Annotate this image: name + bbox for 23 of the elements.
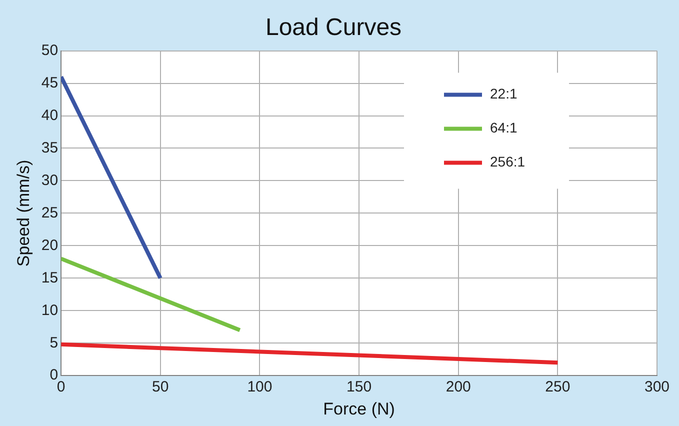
x-tick-label: 150 [346,378,372,396]
y-tick-label: 10 [41,302,58,319]
x-tick-label: 50 [152,378,169,396]
x-axis-title: Force (N) [323,399,395,418]
chart-title: Load Curves [265,14,402,42]
y-tick-label: 20 [41,236,58,254]
y-tick-label: 45 [41,74,58,92]
y-tick-label: 30 [41,172,58,189]
x-tick-label: 200 [446,378,471,396]
y-tick-label: 35 [41,139,58,156]
y-axis-title: Speed (mm/s) [14,160,33,267]
y-tick-label: 25 [41,204,58,222]
y-tick-label: 50 [41,42,58,59]
x-tick-label: 250 [545,378,570,396]
y-tick-label: 40 [41,106,58,124]
y-tick-label: 15 [41,269,58,286]
legend-label: 22:1 [490,86,518,102]
legend-label: 64:1 [490,120,518,136]
y-tick-label: 5 [50,334,58,352]
x-tick-label: 100 [247,378,272,396]
x-tick-label: 300 [644,378,670,396]
y-tick-label: 0 [50,366,58,384]
legend-label: 256:1 [490,154,526,170]
